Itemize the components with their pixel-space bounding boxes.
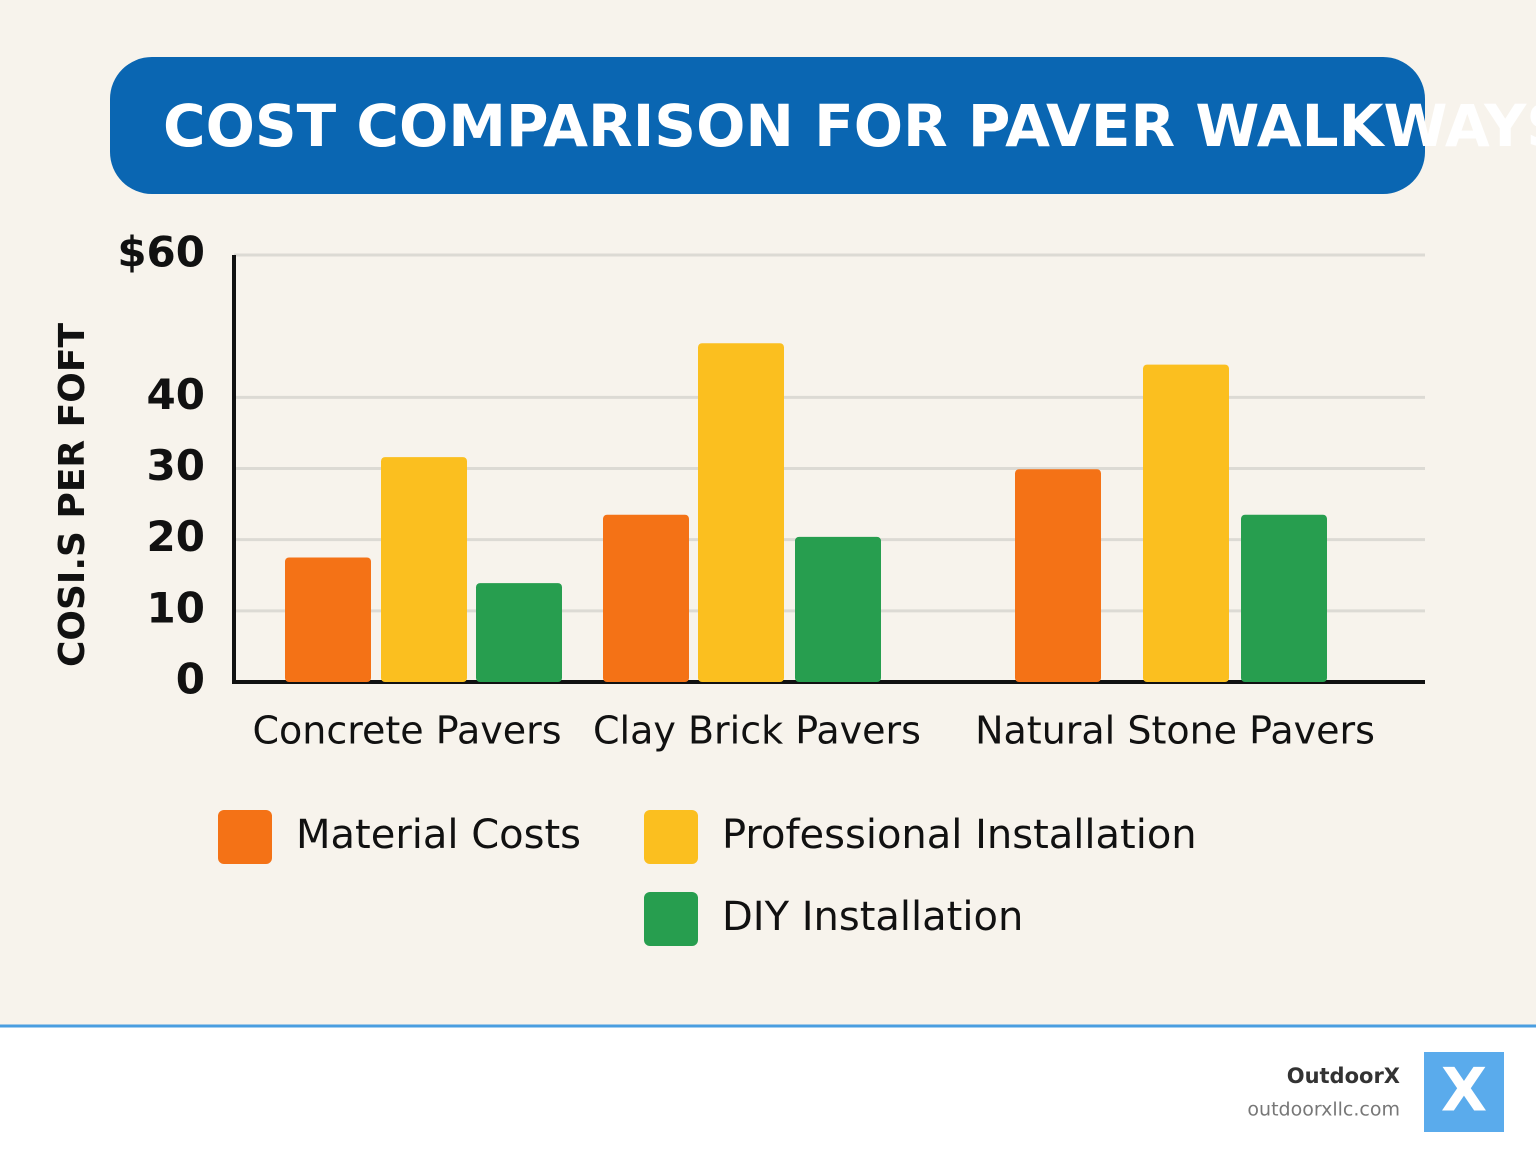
logo xyxy=(1424,1052,1504,1132)
bar xyxy=(1143,364,1229,682)
bar xyxy=(603,514,689,682)
plot: 0 10 20 30 40 $60 Concrete Pavers Clay Brick Pa… xyxy=(117,228,1425,946)
y-axis-label: COSI.S PER FOFT xyxy=(52,323,93,668)
x-tick-label: Natural Stone Pavers xyxy=(975,709,1375,753)
bar xyxy=(1241,514,1327,682)
y-tick-label: 10 xyxy=(147,583,205,632)
bar xyxy=(285,557,371,682)
legend-label: Material Costs xyxy=(296,812,581,858)
legend-label: DIY Installation xyxy=(722,894,1023,940)
bar xyxy=(698,343,784,682)
footer-brand: OutdoorX xyxy=(1287,1064,1400,1088)
x-tick-label: Clay Brick Pavers xyxy=(593,709,921,753)
chart-title: COST COMPARISON FOR PAVER WALKWAYS xyxy=(163,92,1536,160)
legend-swatch xyxy=(644,892,698,946)
legend-swatch xyxy=(644,810,698,864)
bar xyxy=(1015,469,1101,682)
footer-url: outdoorxllc.com xyxy=(1247,1099,1400,1121)
y-tick-label: 30 xyxy=(147,441,205,490)
y-tick-label: 20 xyxy=(147,512,205,561)
footer xyxy=(0,1026,1536,1154)
x-tick-label: Concrete Pavers xyxy=(252,709,561,753)
y-tick-label: 0 xyxy=(176,655,205,704)
legend-label: Professional Installation xyxy=(722,812,1197,858)
y-tick-label: 40 xyxy=(147,370,205,419)
bar xyxy=(795,536,881,682)
legend-swatch xyxy=(218,810,272,864)
bar xyxy=(381,457,467,682)
bar xyxy=(476,583,562,682)
logo-text: X xyxy=(1441,1056,1487,1126)
y-tick-label: $60 xyxy=(117,228,205,277)
title-banner xyxy=(110,57,1425,194)
